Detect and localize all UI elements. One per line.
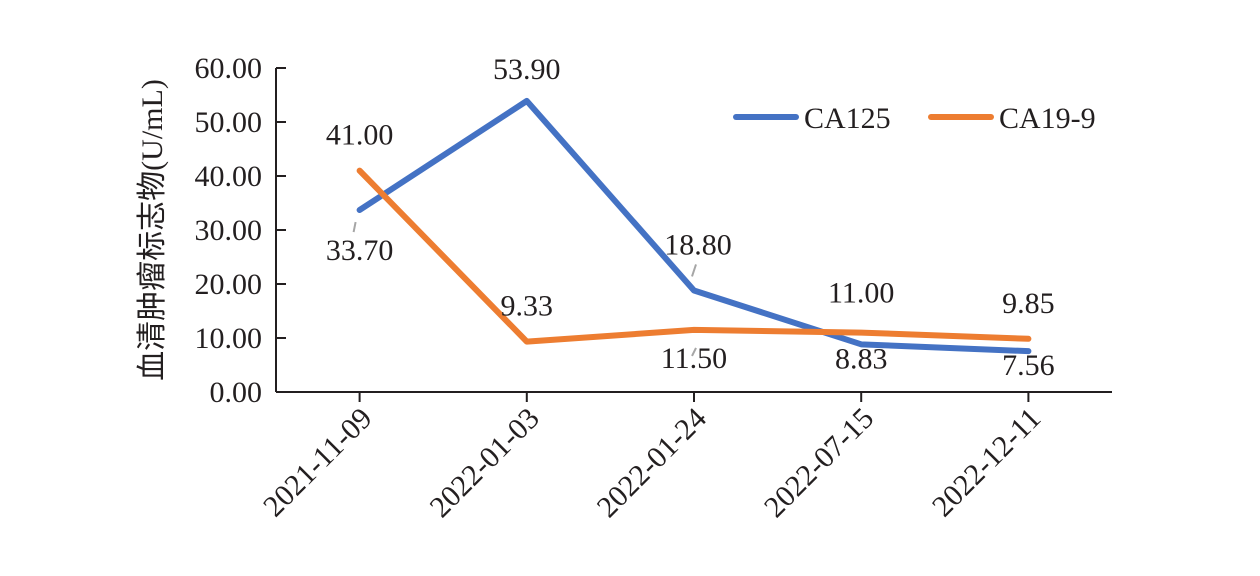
x-tick-label: 2022-01-03 [423,402,545,524]
y-axis-ticks: 0.00 10.00 20.00 30.00 40.00 50.00 60.00 [195,52,286,409]
legend: CA125 CA19-9 [733,102,1096,135]
x-tick-label: 2021-11-09 [257,402,379,524]
y-tick-label: 0.00 [210,376,263,409]
data-label: 18.80 [664,228,732,261]
data-label: 11.00 [828,277,894,310]
y-tick-label: 30.00 [195,214,263,247]
data-label: 53.90 [493,53,561,86]
x-tick-label: 2022-12-11 [926,402,1048,524]
x-axis-ticks: 2021-11-09 2022-01-03 2022-01-24 2022-07-15… [257,392,1047,524]
data-label: 8.83 [835,342,888,375]
data-label: 41.00 [326,119,394,152]
series-line-ca125 [356,97,1032,355]
y-tick-label: 60.00 [195,52,263,85]
y-tick-label: 50.00 [195,106,263,139]
series-lines [356,97,1032,355]
leader-line [352,221,357,233]
series-line-ca19-9 [356,167,1032,345]
data-label-leader-lines [352,221,697,357]
leader-line [691,347,697,357]
y-axis-label-group: 血清肿瘤标志物(U/mL) [136,79,169,381]
data-labels: 33.70 53.90 18.80 8.83 7.56 41.00 9.33 11.50 11.… [326,53,1055,382]
data-label: 33.70 [326,234,394,267]
data-label: 9.33 [501,290,554,323]
data-label: 7.56 [1002,349,1055,382]
y-tick-label: 20.00 [195,268,263,301]
y-tick-label: 10.00 [195,322,263,355]
y-axis-label: 血清肿瘤标志物(U/mL) [136,79,169,381]
leader-line [691,264,697,277]
x-tick-label: 2022-07-15 [758,402,880,524]
data-label: 9.85 [1002,287,1055,320]
x-tick-label: 2022-01-24 [591,402,713,524]
legend-label: CA125 [804,102,891,135]
legend-label: CA19-9 [999,102,1096,135]
data-label: 11.50 [661,342,727,375]
y-tick-label: 40.00 [195,160,263,193]
